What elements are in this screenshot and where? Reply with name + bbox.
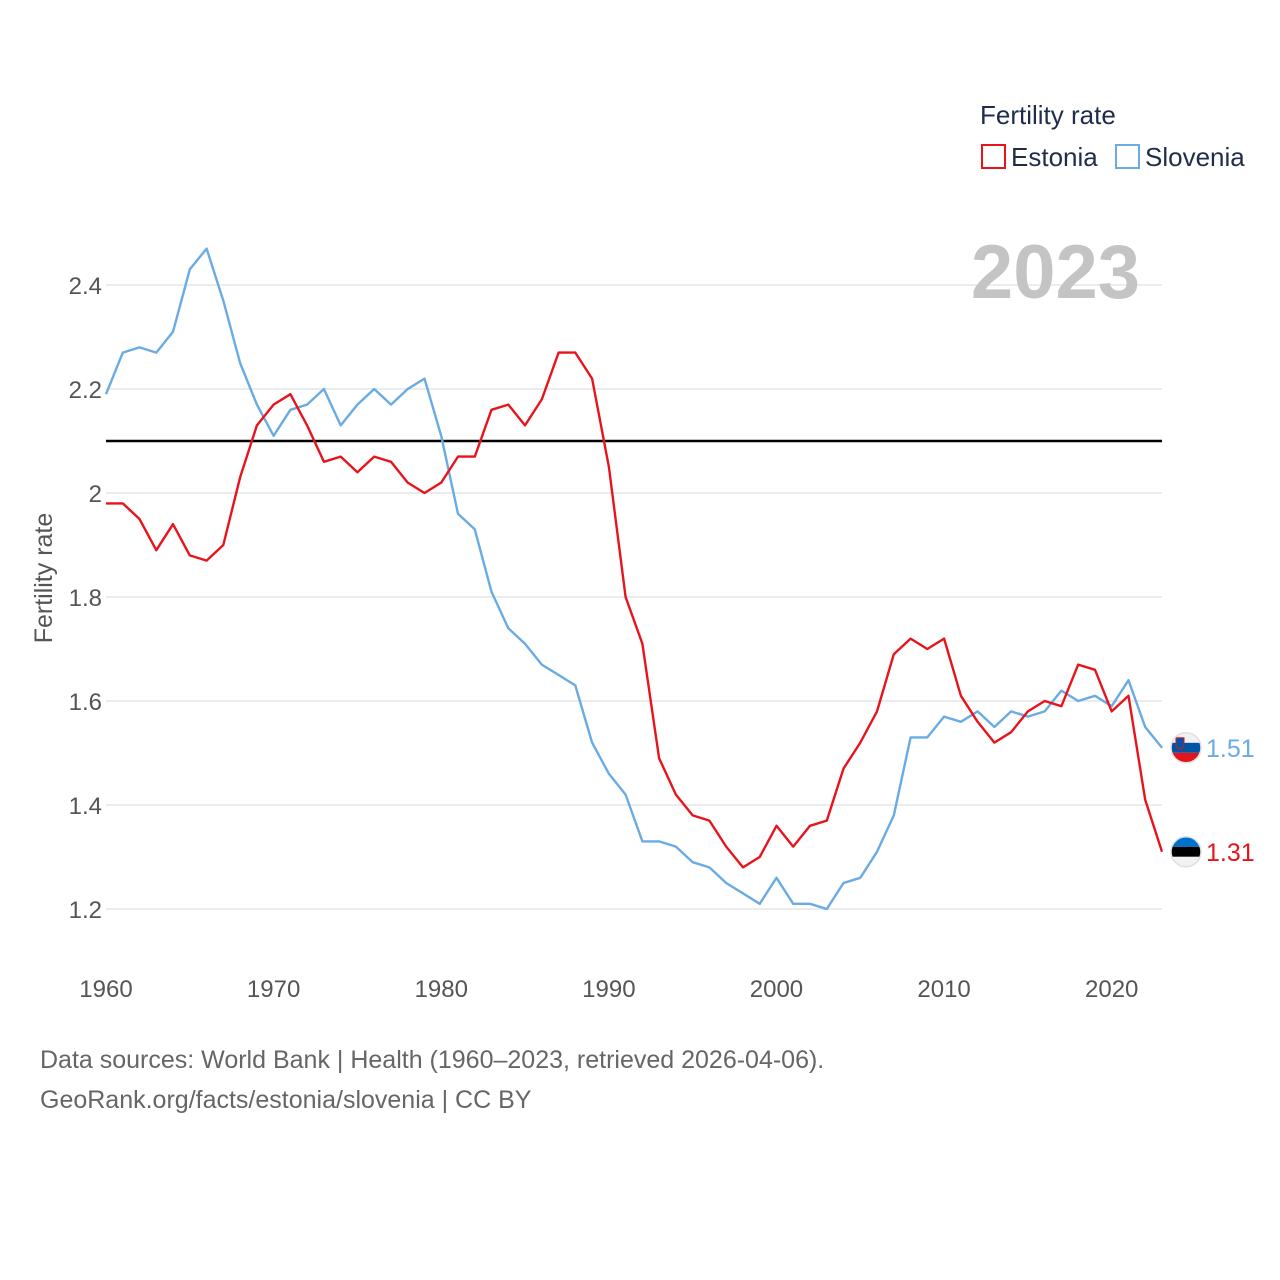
legend-label-estonia: Estonia — [1011, 142, 1098, 172]
estonia-flag-icon — [1171, 836, 1201, 867]
end-value-label-slovenia: 1.51 — [1206, 735, 1255, 763]
footer: Data sources: World Bank | Health (1960–… — [40, 1040, 824, 1120]
x-tick-label: 2010 — [917, 976, 970, 1003]
legend-title: Fertility rate — [980, 100, 1116, 130]
y-tick-label: 2 — [89, 481, 102, 508]
estonia-flag-marker — [1170, 836, 1202, 868]
legend-item-estonia[interactable]: Estonia — [981, 142, 1098, 172]
legend-item-slovenia[interactable]: Slovenia — [1115, 142, 1245, 172]
y-tick-label: 2.4 — [69, 273, 102, 300]
x-tick-label: 1970 — [247, 976, 300, 1003]
end-value-label-estonia: 1.31 — [1206, 839, 1255, 867]
legend-swatch-estonia — [981, 144, 1006, 169]
fertility-rate-chart: 2023 Fertility rate 1.21.41.61.822.22.4 … — [30, 100, 1255, 1003]
y-tick-label: 1.6 — [69, 689, 102, 716]
y-tick-label: 1.8 — [69, 585, 102, 612]
legend: Fertility rate Estonia Slovenia — [980, 100, 1245, 172]
series-layer — [104, 247, 1164, 911]
legend-label-slovenia: Slovenia — [1145, 142, 1245, 172]
footer-sources: Data sources: World Bank | Health (1960–… — [40, 1046, 825, 1074]
current-year-label: 2023 — [971, 230, 1140, 315]
series-line-slovenia[interactable] — [104, 247, 1163, 911]
x-tick-label: 1990 — [582, 976, 635, 1003]
y-tick-label: 1.4 — [69, 793, 102, 820]
x-tick-label: 2000 — [750, 976, 803, 1003]
footer-attribution: GeoRank.org/facts/estonia/slovenia | CC … — [40, 1086, 532, 1114]
legend-swatch-slovenia — [1115, 144, 1140, 169]
y-axis-ticks: 1.2 1.4 1.6 1.8 2 2.2 2.4 — [69, 273, 102, 924]
y-tick-label: 1.2 — [69, 897, 102, 924]
series-line-estonia[interactable] — [106, 351, 1164, 869]
x-axis-ticks: 1960 1970 1980 1990 2000 2010 2020 — [79, 976, 1138, 1003]
x-tick-label: 1980 — [415, 976, 468, 1003]
slovenia-flag-marker — [1170, 732, 1202, 764]
end-markers: 1.31 1.51 — [1170, 732, 1255, 868]
slovenia-flag-icon — [1171, 732, 1201, 763]
y-tick-label: 2.2 — [69, 377, 102, 404]
grid-layer — [106, 284, 1162, 910]
x-tick-label: 1960 — [79, 976, 132, 1003]
x-tick-label: 2020 — [1085, 976, 1138, 1003]
y-axis-label: Fertility rate — [30, 513, 58, 644]
